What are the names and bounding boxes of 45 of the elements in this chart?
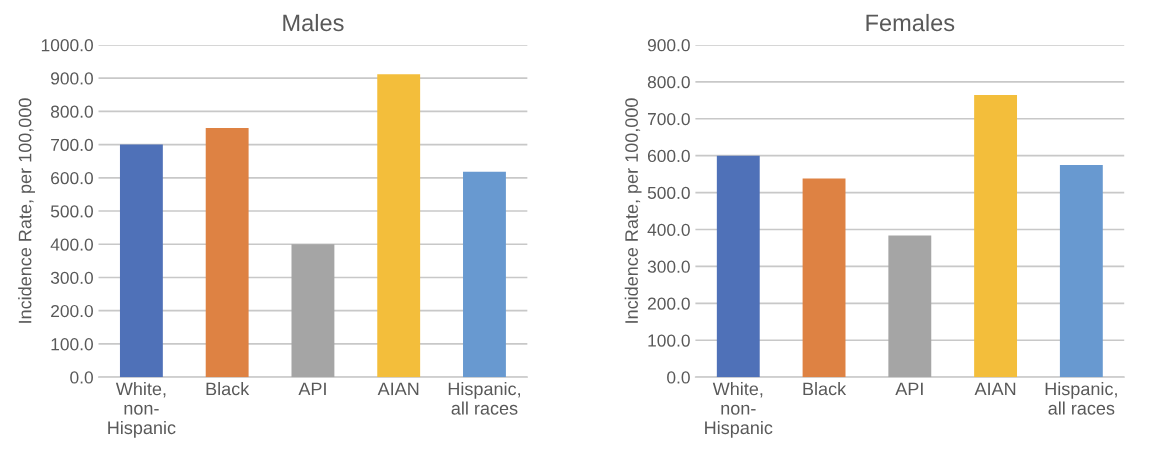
y-tick-label: 200.0 [51, 304, 93, 318]
y-tick-label: 0.0 [667, 371, 690, 384]
y-tick-label: 100.0 [648, 334, 690, 347]
chart-title: Males [283, 13, 344, 32]
bar [291, 244, 335, 378]
bar [119, 144, 163, 378]
x-tick-label: API [895, 382, 923, 396]
y-tick-label: 300.0 [50, 271, 93, 284]
bar [463, 171, 506, 378]
x-tick-label: White, non- Hispanic [705, 382, 773, 438]
bar [377, 74, 421, 378]
y-tick-label: 100.0 [51, 338, 93, 351]
x-tick-label: AIAN [377, 382, 419, 396]
chart-title: Females [866, 13, 955, 32]
y-axis-title: Incidence Rate, per 100,000 [624, 98, 642, 323]
y-tick-label: 700.0 [51, 138, 93, 152]
bar [205, 127, 249, 378]
y-tick-label: 500.0 [647, 186, 690, 200]
x-tick-label: Black [803, 382, 847, 396]
y-tick-label: 800.0 [50, 105, 93, 118]
y-tick-label: 200.0 [647, 297, 690, 310]
y-tick-label: 700.0 [647, 112, 690, 126]
y-tick-label: 500.0 [50, 205, 93, 218]
y-tick-label: 1000.0 [41, 39, 93, 52]
x-tick-label: Black [206, 382, 250, 396]
bar [716, 155, 760, 378]
y-tick-label: 600.0 [647, 149, 690, 163]
y-axis-title: Incidence Rate, per 100,000 [18, 98, 35, 323]
bar [974, 95, 1018, 378]
y-tick-label: 400.0 [50, 238, 93, 251]
bar [888, 235, 932, 378]
x-tick-label: White, non- Hispanic [108, 382, 176, 438]
x-tick-label: AIAN [974, 382, 1016, 396]
y-tick-label: 800.0 [647, 75, 690, 89]
x-tick-label: API [298, 382, 326, 396]
y-tick-label: 0.0 [70, 371, 93, 384]
x-tick-label: Hispanic, all races [448, 382, 520, 415]
y-tick-label: 300.0 [647, 260, 690, 273]
y-tick-label: 400.0 [647, 223, 690, 236]
bar [1059, 164, 1103, 378]
bar [802, 178, 846, 378]
x-tick-label: Hispanic, all races [1045, 382, 1117, 415]
y-tick-label: 900.0 [51, 72, 93, 85]
y-tick-label: 600.0 [51, 171, 93, 185]
y-tick-label: 900.0 [647, 39, 690, 52]
